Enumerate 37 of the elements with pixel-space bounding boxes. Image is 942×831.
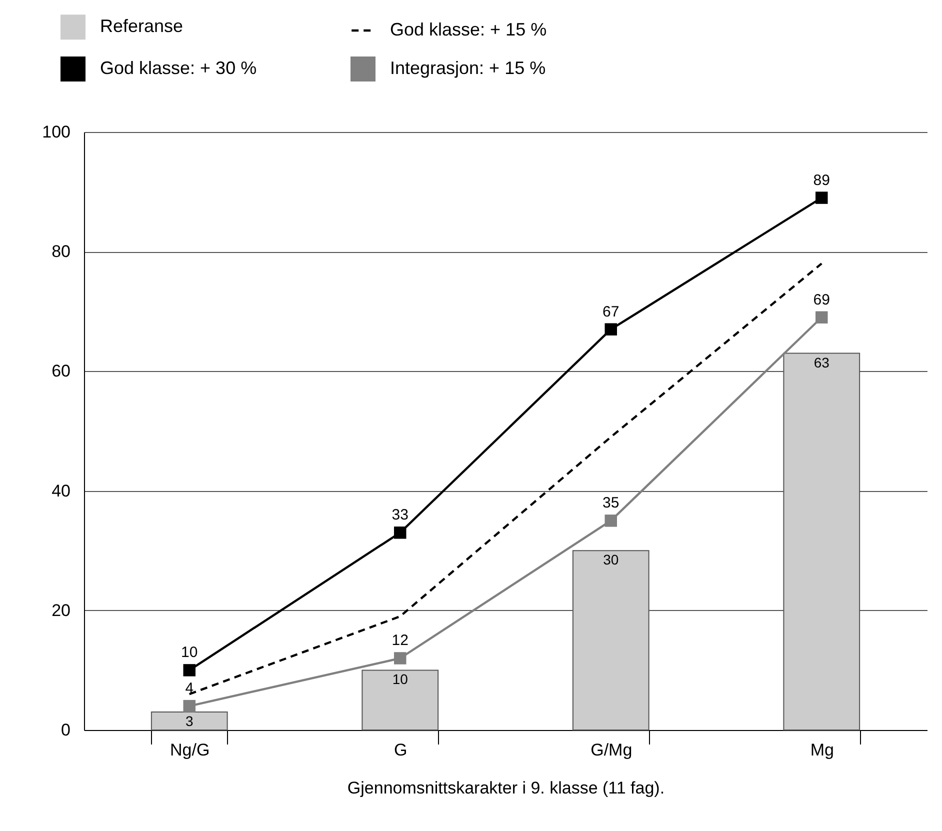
data-label: 3: [185, 713, 194, 730]
point: [394, 652, 406, 664]
data-label: 35: [602, 494, 620, 512]
y-tick-label: 100: [42, 122, 70, 142]
y-tick-label: 20: [52, 600, 70, 620]
point: [394, 526, 406, 539]
data-label: 69: [813, 291, 830, 308]
point: [183, 700, 196, 712]
data-label: 63: [814, 354, 830, 370]
data-label: 33: [392, 506, 408, 524]
data-label: 89: [813, 172, 830, 189]
legend-label: God klasse: + 15 %: [390, 20, 547, 40]
point: [604, 514, 617, 527]
x-tick-label: Ng/G: [170, 740, 210, 760]
data-label: 12: [392, 632, 408, 650]
data-label: 30: [603, 552, 619, 568]
y-tick-label: 60: [52, 362, 70, 381]
data-label: 10: [181, 644, 198, 662]
x-axis-title: Gjennomsnittskarakter i 9. klasse (11 fag).: [347, 778, 665, 798]
legend-label: Referanse: [100, 16, 184, 36]
y-tick-label: 40: [52, 481, 70, 500]
data-label: 4: [185, 680, 194, 698]
x-tick-label: G: [394, 740, 408, 760]
data-label: 10: [392, 671, 408, 688]
legend-label: God klasse: + 30 %: [100, 58, 257, 78]
point: [183, 664, 196, 676]
x-tick-label: Mg: [810, 740, 834, 760]
y-tick-label: 0: [61, 720, 70, 740]
legend-label: Integrasjon: + 15 %: [390, 58, 546, 78]
point: [816, 192, 828, 204]
data-label: 67: [602, 303, 620, 320]
point: [816, 311, 828, 324]
bar: [150, 712, 228, 730]
x-tick-label: G/Mg: [590, 740, 632, 760]
bar: [362, 670, 439, 730]
y-tick-label: 80: [52, 242, 70, 262]
point: [604, 323, 617, 336]
